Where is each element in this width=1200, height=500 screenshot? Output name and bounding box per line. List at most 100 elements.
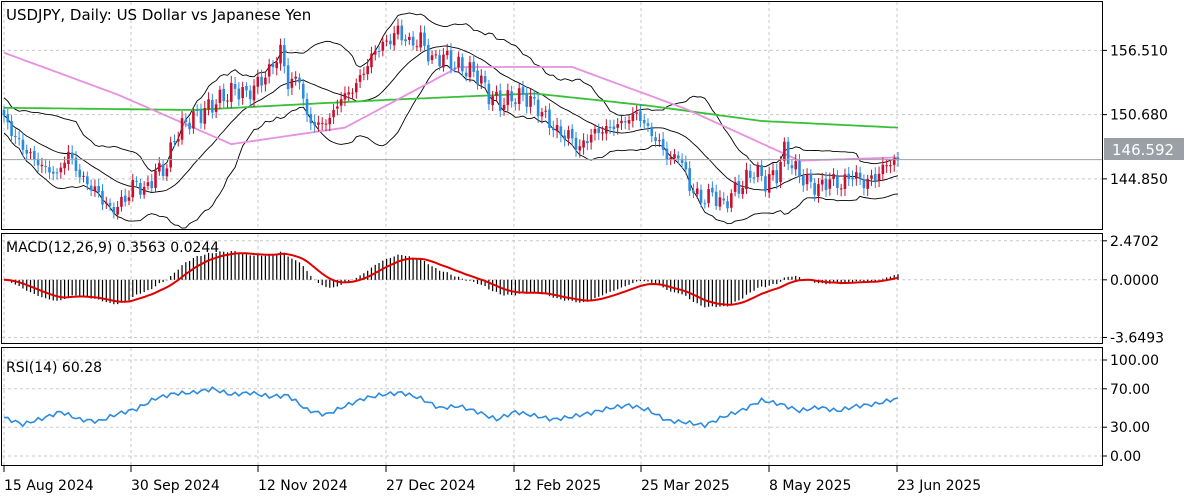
candle xyxy=(813,178,816,202)
candle xyxy=(658,133,661,147)
macd-signal-line xyxy=(3,252,899,306)
candle xyxy=(256,69,260,94)
candle xyxy=(301,78,305,106)
candle-body xyxy=(301,83,305,99)
candle-body xyxy=(692,190,695,194)
candle-body xyxy=(59,167,63,173)
x-tick-label: 27 Dec 2024 xyxy=(386,478,476,494)
candle xyxy=(688,161,691,196)
candle-body xyxy=(70,152,74,159)
candle xyxy=(120,190,123,212)
candle xyxy=(495,85,498,102)
candle-body xyxy=(290,78,294,88)
candle-body xyxy=(10,121,13,137)
candle xyxy=(139,178,142,199)
candle xyxy=(25,144,29,161)
x-tick-label: 25 Mar 2025 xyxy=(641,478,730,494)
candle xyxy=(832,168,835,186)
candle xyxy=(601,126,604,141)
candle xyxy=(627,114,631,131)
candle xyxy=(44,158,47,174)
candle-body xyxy=(832,174,835,179)
candle xyxy=(665,141,669,166)
macd-panel-title: MACD(12,26,9) 0.3563 0.0244 xyxy=(6,240,219,256)
candle-body xyxy=(449,50,453,70)
candlestick-series xyxy=(2,18,900,220)
candle xyxy=(843,168,847,197)
candle-body xyxy=(506,90,510,106)
candle-body xyxy=(741,187,744,195)
candle-body xyxy=(271,64,275,68)
candle-body xyxy=(536,99,540,117)
candle-body xyxy=(173,141,176,143)
candle-body xyxy=(457,56,460,68)
candle xyxy=(142,181,146,199)
candle-body xyxy=(123,195,127,202)
candle xyxy=(836,170,839,195)
axis-tick-label: 150.680 xyxy=(1110,108,1168,124)
candle xyxy=(135,176,138,187)
candle-body xyxy=(36,158,40,166)
candle-body xyxy=(862,179,866,189)
candle-body xyxy=(676,155,680,159)
candle-body xyxy=(25,149,29,154)
candle xyxy=(248,85,252,107)
candle-body xyxy=(158,163,161,172)
candle-body xyxy=(89,185,93,191)
candle xyxy=(491,90,494,112)
candle xyxy=(445,43,449,60)
candle-body xyxy=(442,54,445,68)
candle xyxy=(362,67,366,81)
candle xyxy=(51,166,55,181)
candle-body xyxy=(646,123,650,126)
candle xyxy=(313,114,316,133)
candle-body xyxy=(824,178,828,191)
candle xyxy=(673,149,676,164)
candle-body xyxy=(309,114,313,124)
candle-body xyxy=(487,83,491,105)
candle-body xyxy=(154,170,157,188)
candle-body xyxy=(241,87,244,99)
candle xyxy=(597,123,601,141)
candle-body xyxy=(631,113,635,121)
candle xyxy=(89,179,93,197)
candle xyxy=(411,31,415,51)
candle xyxy=(298,73,301,90)
candle-body xyxy=(820,179,824,185)
candle xyxy=(354,78,358,99)
candle-body xyxy=(498,90,502,111)
candle-body xyxy=(373,51,377,55)
candle-body xyxy=(385,40,388,42)
candle-body xyxy=(533,97,536,99)
candle-body xyxy=(305,98,309,115)
candle-body xyxy=(805,173,809,185)
rsi-line xyxy=(3,386,899,429)
candle-body xyxy=(896,157,900,160)
candle xyxy=(415,39,419,51)
candle-body xyxy=(801,175,805,186)
candle xyxy=(207,92,210,116)
candle xyxy=(33,145,36,167)
macd-panel-frame xyxy=(1,233,1103,344)
candle xyxy=(461,53,464,77)
candle-body xyxy=(817,184,820,196)
candle xyxy=(21,133,25,157)
x-tick-label: 12 Feb 2025 xyxy=(514,478,601,494)
main-price-axis: 156.510 150.680 144.850 xyxy=(1102,43,1168,188)
candle-body xyxy=(828,179,832,189)
candle xyxy=(877,166,881,188)
candle xyxy=(676,151,680,164)
candle xyxy=(214,99,218,119)
candle xyxy=(385,34,388,47)
candle-body xyxy=(400,25,404,41)
candle xyxy=(737,174,741,199)
candle-body xyxy=(586,140,589,144)
candle-body xyxy=(55,172,59,174)
candle xyxy=(29,148,32,160)
candle xyxy=(684,155,688,175)
candle xyxy=(798,154,801,184)
candle xyxy=(559,119,563,143)
candle-body xyxy=(184,119,188,123)
candle-body xyxy=(730,193,733,208)
